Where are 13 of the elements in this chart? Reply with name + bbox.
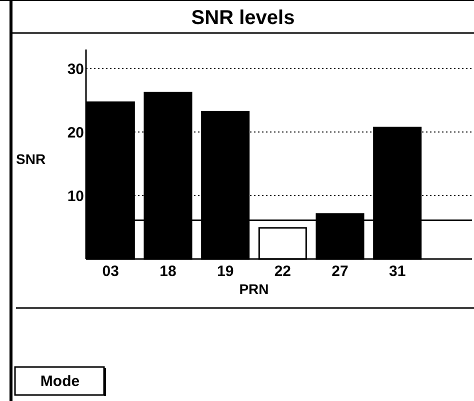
x-tick-label: 03	[102, 263, 119, 280]
chart-title: SNR levels	[191, 7, 295, 29]
x-tick-label: 27	[332, 263, 348, 280]
x-tick-label: 22	[274, 263, 292, 280]
x-tick-label: 31	[389, 263, 406, 280]
mode-button: Mode	[14, 366, 106, 396]
y-axis-title: SNR	[16, 151, 46, 168]
x-axis-title: PRN	[239, 281, 269, 297]
x-tick-label: 19	[216, 263, 234, 280]
y-tick-label: 20	[67, 124, 84, 142]
x-tick-label: 18	[160, 263, 176, 280]
y-tick-label: 10	[67, 188, 84, 205]
y-tick-label: 30	[67, 60, 84, 78]
